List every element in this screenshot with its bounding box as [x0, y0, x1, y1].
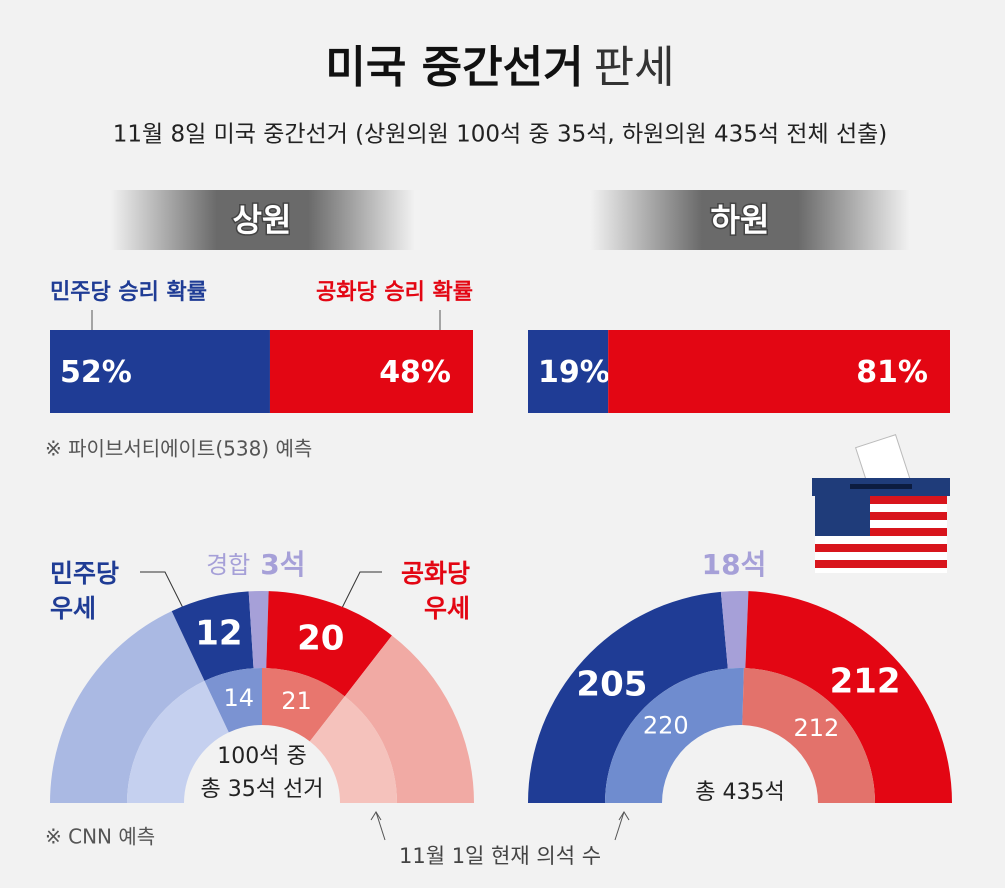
- seat-segment: [344, 635, 474, 803]
- seat-label: 20: [297, 618, 344, 658]
- seat-label: 12: [195, 613, 242, 653]
- leader-line: [140, 571, 186, 613]
- seat-segment: [50, 611, 205, 803]
- seat-segment: [204, 668, 262, 733]
- ballot-box-icon: [812, 434, 950, 573]
- center-text: 총 35석 선거: [201, 777, 324, 802]
- side-label: 민주당: [50, 559, 119, 588]
- bar-label: 52%: [60, 355, 132, 390]
- seat-label: 212: [830, 661, 901, 701]
- bar-label: 81%: [856, 355, 928, 390]
- seat-label: 14: [223, 684, 254, 712]
- header-band: [590, 190, 910, 250]
- seat-label: 3석: [260, 548, 305, 581]
- arrow: [614, 811, 625, 841]
- side-label: 우세: [424, 594, 470, 623]
- seat-segment: [528, 591, 728, 803]
- subtitle: 11월 8일 미국 중간선거 (상원의원 100석 중 35석, 하원의원 43…: [113, 122, 888, 148]
- seat-segment: [171, 591, 254, 681]
- bar-label: 48%: [379, 355, 451, 390]
- seat-segment: [262, 668, 345, 742]
- title-sub: 판세: [594, 42, 675, 93]
- seat-segment: [742, 668, 875, 803]
- seat-segment: [248, 591, 269, 669]
- side-label: 우세: [50, 594, 96, 623]
- title-main: 미국 중간선거: [325, 42, 583, 93]
- section-header: 하원: [711, 201, 770, 239]
- header-band: [110, 190, 415, 250]
- seat-segment: [309, 696, 397, 803]
- seat-label: 205: [576, 664, 647, 704]
- tossup-prefix: 경합: [206, 551, 250, 579]
- center-text: 총 435석: [695, 780, 784, 805]
- legend-label: 공화당 승리 확률: [316, 280, 473, 305]
- seat-label: 220: [643, 712, 689, 740]
- note: ※ 파이브서티에이트(538) 예측: [45, 437, 312, 461]
- note: ※ CNN 예측: [45, 825, 155, 849]
- seat-label: 21: [281, 687, 312, 715]
- leader-line: [339, 571, 382, 613]
- seat-label: 18석: [702, 548, 767, 581]
- footnote: 11월 1일 현재 의석 수: [399, 844, 601, 868]
- bar-label: 19%: [538, 355, 610, 390]
- side-label: 공화당: [401, 559, 470, 588]
- section-header: 상원: [233, 201, 292, 239]
- title: 미국 중간선거 판세: [325, 42, 674, 93]
- seat-segment: [745, 591, 952, 803]
- center-text: 100석 중: [217, 744, 306, 769]
- seat-segment: [605, 668, 744, 803]
- arrow-head: [370, 811, 382, 821]
- seat-segment: [720, 591, 749, 669]
- bar-segment: [50, 330, 270, 413]
- bar-segment: [269, 330, 473, 413]
- seat-segment: [266, 591, 392, 697]
- bar-segment: [608, 330, 950, 413]
- arrow-head: [618, 811, 630, 821]
- seat-label: 212: [793, 714, 839, 742]
- arrow: [375, 811, 386, 841]
- seat-segment: [127, 680, 229, 803]
- bar-segment: [528, 330, 609, 413]
- legend-label: 민주당 승리 확률: [50, 280, 207, 305]
